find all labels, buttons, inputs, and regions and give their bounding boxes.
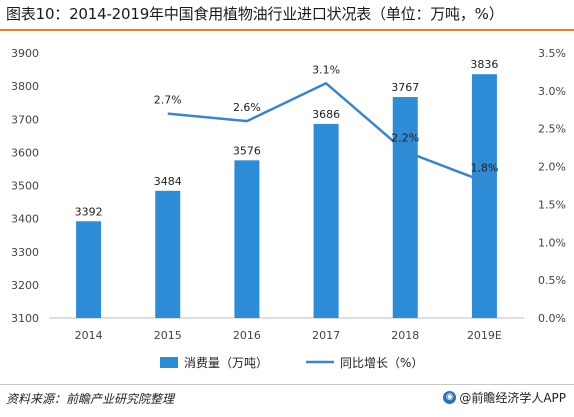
brand-text: @前瞻经济学人APP bbox=[459, 391, 566, 405]
y-left-tick-label: 3200 bbox=[11, 279, 39, 292]
line-value-label: 2.7% bbox=[154, 94, 182, 107]
x-tick-label: 2016 bbox=[233, 329, 261, 342]
chart: 3100 3200 3300 3400 3500 3600 3700 3800 3900 0.0%… bbox=[11, 47, 566, 370]
y-left-tick-label: 3500 bbox=[11, 180, 39, 193]
source-note: 资料来源：前瞻产业研究院整理 bbox=[6, 392, 175, 406]
bar-value-label: 3484 bbox=[154, 175, 182, 188]
y-right-tick-label: 2.5% bbox=[538, 123, 566, 136]
y-right-tick-label: 1.5% bbox=[538, 198, 566, 211]
x-tick-label: 2019E bbox=[467, 329, 502, 342]
growth-line bbox=[167, 82, 485, 183]
chart-title: 图表10：2014-2019年中国食用植物油行业进口状况表（单位：万吨，%） bbox=[6, 5, 504, 23]
y-left-tick-label: 3300 bbox=[11, 246, 39, 259]
y-right-tick-label: 1.0% bbox=[538, 236, 566, 249]
bar-value-label: 3767 bbox=[391, 81, 419, 94]
y-right-tick-label: 0.0% bbox=[538, 312, 566, 325]
title-divider bbox=[0, 29, 574, 31]
bar-value-label: 3686 bbox=[312, 108, 340, 121]
bar bbox=[313, 123, 339, 318]
bar-value-label: 3576 bbox=[233, 144, 261, 157]
bar-value-label: 3392 bbox=[75, 205, 103, 218]
x-tick-label: 2018 bbox=[391, 329, 419, 342]
x-tick-label: 2015 bbox=[154, 329, 182, 342]
bar bbox=[471, 74, 497, 318]
y-right-tick-label: 0.5% bbox=[538, 274, 566, 287]
y-left-tick-label: 3700 bbox=[11, 113, 39, 126]
legend-line-label: 同比增长（%） bbox=[340, 356, 423, 370]
legend-bar-swatch bbox=[160, 357, 178, 368]
y-left-tick-label: 3100 bbox=[11, 312, 39, 325]
bar bbox=[155, 190, 181, 318]
bar-value-label: 3836 bbox=[470, 58, 498, 71]
line-value-label: 3.1% bbox=[312, 63, 340, 76]
brand: ◉ @前瞻经济学人APP bbox=[443, 389, 566, 406]
y-right-tick-label: 2.0% bbox=[538, 161, 566, 174]
brand-logo-icon: ◉ bbox=[443, 391, 457, 404]
y-left-tick-label: 3900 bbox=[11, 47, 39, 60]
line-value-label: 2.2% bbox=[391, 131, 419, 144]
y-left-tick-label: 3600 bbox=[11, 146, 39, 159]
x-tick-label: 2017 bbox=[312, 329, 340, 342]
legend-bar-label: 消费量（万吨） bbox=[184, 356, 268, 370]
y-left-tick-label: 3400 bbox=[11, 213, 39, 226]
bar bbox=[234, 160, 260, 318]
y-right-tick-label: 3.0% bbox=[538, 85, 566, 98]
x-tick-label: 2014 bbox=[75, 329, 103, 342]
bar bbox=[76, 221, 102, 318]
footer-divider bbox=[0, 384, 574, 385]
line-value-label: 1.8% bbox=[470, 162, 498, 175]
bar bbox=[392, 97, 418, 319]
y-left-tick-label: 3800 bbox=[11, 80, 39, 93]
y-right-tick-label: 3.5% bbox=[538, 47, 566, 60]
line-value-label: 2.6% bbox=[233, 101, 261, 114]
